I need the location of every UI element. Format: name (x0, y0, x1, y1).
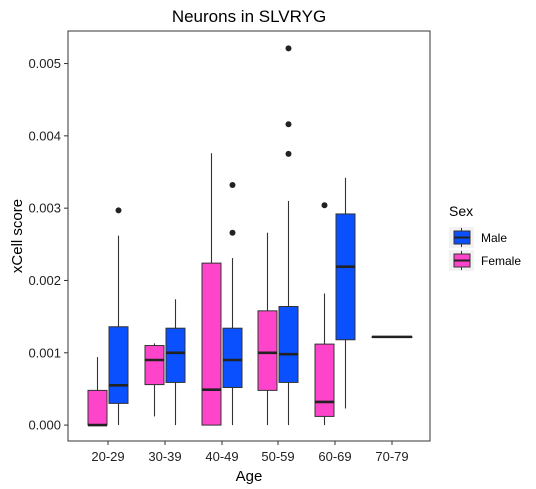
box-body (87, 389, 108, 426)
box-body (314, 343, 335, 417)
box-male-40-49 (222, 182, 243, 426)
x-axis: 20-29 30-39 40-49 50-59 60-69 70-79 (91, 441, 409, 464)
box-female-50-59 (257, 232, 278, 426)
legend: Sex Male Female (449, 203, 521, 271)
outlier-point (115, 207, 122, 214)
legend-key-female (449, 250, 474, 271)
outlier-point (321, 202, 328, 209)
box-male-20-29 (108, 207, 129, 426)
box-female-20-29 (87, 357, 108, 427)
outlier-point (229, 182, 236, 189)
box-body (257, 310, 278, 391)
box-body (165, 327, 186, 383)
outlier-point (285, 121, 292, 128)
y-tick-label: 0.001 (28, 345, 61, 360)
box-body (201, 262, 222, 426)
x-tick-label: 60-69 (318, 449, 351, 464)
outlier-point (229, 229, 236, 236)
legend-title: Sex (449, 203, 473, 219)
y-tick-label: 0.004 (28, 128, 61, 143)
y-axis: 0.000 0.001 0.002 0.003 0.004 0.005 (28, 56, 68, 433)
x-tick-label: 20-29 (91, 449, 124, 464)
outlier-point (285, 150, 292, 157)
box-female-40-49 (201, 153, 222, 426)
x-tick-label: 30-39 (148, 449, 181, 464)
box-male-70-79 (371, 335, 413, 339)
chart-title: Neurons in SLVRYG (172, 7, 326, 26)
x-axis-title: Age (236, 468, 263, 485)
box-body (108, 326, 129, 404)
y-tick-label: 0.002 (28, 273, 61, 288)
box-female-30-39 (144, 343, 165, 417)
y-axis-title: xCell score (9, 199, 26, 273)
x-tick-label: 40-49 (205, 449, 238, 464)
box-male-30-39 (165, 299, 186, 426)
box-body (222, 327, 243, 388)
x-tick-label: 70-79 (375, 449, 408, 464)
legend-key-male (449, 227, 474, 248)
x-tick-label: 50-59 (261, 449, 294, 464)
box-male-50-59 (278, 45, 299, 426)
y-tick-label: 0.000 (28, 418, 61, 433)
box-female-60-69 (314, 202, 335, 426)
legend-label-female: Female (481, 254, 521, 268)
box-body (335, 213, 356, 341)
y-tick-label: 0.003 (28, 201, 61, 216)
legend-label-male: Male (481, 231, 507, 245)
box-body (144, 345, 165, 386)
plot-area (87, 45, 413, 427)
box-body (278, 306, 299, 383)
y-tick-label: 0.005 (28, 56, 61, 71)
outlier-point (285, 45, 292, 52)
box-male-60-69 (335, 177, 356, 409)
